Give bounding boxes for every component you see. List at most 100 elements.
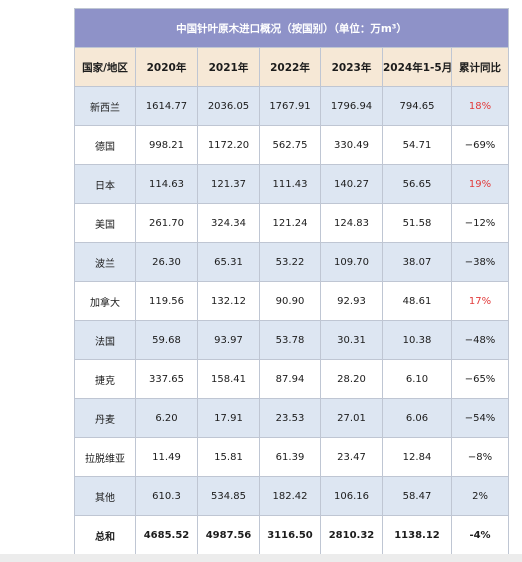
table-row: 丹麦 6.20 17.91 23.53 27.01 6.06 −54%: [74, 398, 510, 438]
cell-2024: 6.10: [382, 359, 452, 399]
cell-yoy: −38%: [450, 242, 510, 282]
cell-2021: 17.91: [197, 398, 260, 438]
col-header-2020: 2020年: [135, 47, 198, 87]
cell-2023: 330.49: [320, 125, 383, 165]
cell-2022: 562.75: [259, 125, 321, 165]
cell-2023: 106.16: [320, 476, 383, 516]
cell-2024: 48.61: [382, 281, 452, 321]
table-row: 德国 998.21 1172.20 562.75 330.49 54.71 −6…: [74, 125, 510, 165]
cell-yoy: −48%: [450, 320, 510, 360]
table-row: 新西兰 1614.77 2036.05 1767.91 1796.94 794.…: [74, 86, 510, 126]
cell-country: 法国: [74, 320, 136, 360]
cell-yoy: 19%: [450, 164, 510, 204]
total-2024: 1138.12: [382, 515, 452, 555]
table-row: 捷克 337.65 158.41 87.94 28.20 6.10 −65%: [74, 359, 510, 399]
total-yoy: -4%: [450, 515, 510, 555]
cell-yoy: −12%: [450, 203, 510, 243]
cell-2021: 132.12: [197, 281, 260, 321]
cell-2024: 56.65: [382, 164, 452, 204]
cell-2020: 59.68: [135, 320, 198, 360]
cell-2021: 158.41: [197, 359, 260, 399]
cell-2020: 998.21: [135, 125, 198, 165]
cell-2023: 27.01: [320, 398, 383, 438]
cell-2022: 90.90: [259, 281, 321, 321]
cell-country: 德国: [74, 125, 136, 165]
cell-2023: 30.31: [320, 320, 383, 360]
cell-2022: 182.42: [259, 476, 321, 516]
cell-2022: 53.78: [259, 320, 321, 360]
cell-2024: 6.06: [382, 398, 452, 438]
cell-2022: 61.39: [259, 437, 321, 477]
cell-2022: 111.43: [259, 164, 321, 204]
table-row: 法国 59.68 93.97 53.78 30.31 10.38 −48%: [74, 320, 510, 360]
cell-2020: 261.70: [135, 203, 198, 243]
col-header-2021: 2021年: [197, 47, 260, 87]
cell-2024: 51.58: [382, 203, 452, 243]
cell-2023: 1796.94: [320, 86, 383, 126]
cell-yoy: 17%: [450, 281, 510, 321]
table-header-row: 国家/地区 2020年 2021年 2022年 2023年 2024年1-5月 …: [74, 47, 510, 87]
col-header-2023: 2023年: [320, 47, 383, 87]
cell-2022: 1767.91: [259, 86, 321, 126]
table-row: 拉脱维亚 11.49 15.81 61.39 23.47 12.84 −8%: [74, 437, 510, 477]
cell-2021: 93.97: [197, 320, 260, 360]
table-row: 其他 610.3 534.85 182.42 106.16 58.47 2%: [74, 476, 510, 516]
table-title: 中国针叶原木进口概况（按国别）（单位：万m³）: [73, 8, 510, 48]
cell-country: 捷克: [74, 359, 136, 399]
total-2021: 4987.56: [197, 515, 260, 555]
cell-yoy: −65%: [450, 359, 510, 399]
import-table: 中国针叶原木进口概况（按国别）（单位：万m³） 国家/地区 2020年 2021…: [73, 8, 510, 555]
cell-2023: 109.70: [320, 242, 383, 282]
cell-2024: 10.38: [382, 320, 452, 360]
table-row: 日本 114.63 121.37 111.43 140.27 56.65 19%: [74, 164, 510, 204]
cell-2023: 92.93: [320, 281, 383, 321]
cell-2022: 121.24: [259, 203, 321, 243]
cell-country: 新西兰: [74, 86, 136, 126]
cell-2021: 15.81: [197, 437, 260, 477]
cell-2021: 324.34: [197, 203, 260, 243]
total-label: 总和: [74, 515, 136, 555]
cell-2023: 28.20: [320, 359, 383, 399]
cell-yoy: 2%: [450, 476, 510, 516]
cell-yoy: −69%: [450, 125, 510, 165]
cell-country: 日本: [74, 164, 136, 204]
cell-2021: 65.31: [197, 242, 260, 282]
cell-yoy: −54%: [450, 398, 510, 438]
cell-2024: 794.65: [382, 86, 452, 126]
cell-2020: 114.63: [135, 164, 198, 204]
cell-2020: 26.30: [135, 242, 198, 282]
cell-2020: 337.65: [135, 359, 198, 399]
cell-country: 美国: [74, 203, 136, 243]
cell-2021: 121.37: [197, 164, 260, 204]
col-header-2024-jan-may: 2024年1-5月: [382, 47, 452, 87]
cell-yoy: 18%: [450, 86, 510, 126]
cell-2021: 1172.20: [197, 125, 260, 165]
cell-2021: 534.85: [197, 476, 260, 516]
cell-2020: 119.56: [135, 281, 198, 321]
cell-2022: 87.94: [259, 359, 321, 399]
cell-2020: 1614.77: [135, 86, 198, 126]
cell-country: 丹麦: [74, 398, 136, 438]
total-2023: 2810.32: [320, 515, 383, 555]
total-2020: 4685.52: [135, 515, 198, 555]
cell-2023: 23.47: [320, 437, 383, 477]
cell-country: 其他: [74, 476, 136, 516]
cell-country: 波兰: [74, 242, 136, 282]
cell-2020: 6.20: [135, 398, 198, 438]
cell-2023: 140.27: [320, 164, 383, 204]
cell-country: 拉脱维亚: [74, 437, 136, 477]
cell-2020: 610.3: [135, 476, 198, 516]
table-title-row: 中国针叶原木进口概况（按国别）（单位：万m³）: [73, 8, 510, 48]
cell-2020: 11.49: [135, 437, 198, 477]
cell-2024: 58.47: [382, 476, 452, 516]
cell-2022: 23.53: [259, 398, 321, 438]
col-header-country: 国家/地区: [74, 47, 136, 87]
table-row: 加拿大 119.56 132.12 90.90 92.93 48.61 17%: [74, 281, 510, 321]
cell-2024: 38.07: [382, 242, 452, 282]
cell-2024: 12.84: [382, 437, 452, 477]
cell-2023: 124.83: [320, 203, 383, 243]
bottom-border-strip: [0, 554, 522, 562]
table-row: 波兰 26.30 65.31 53.22 109.70 38.07 −38%: [74, 242, 510, 282]
total-2022: 3116.50: [259, 515, 321, 555]
col-header-yoy: 累计同比: [450, 47, 510, 87]
